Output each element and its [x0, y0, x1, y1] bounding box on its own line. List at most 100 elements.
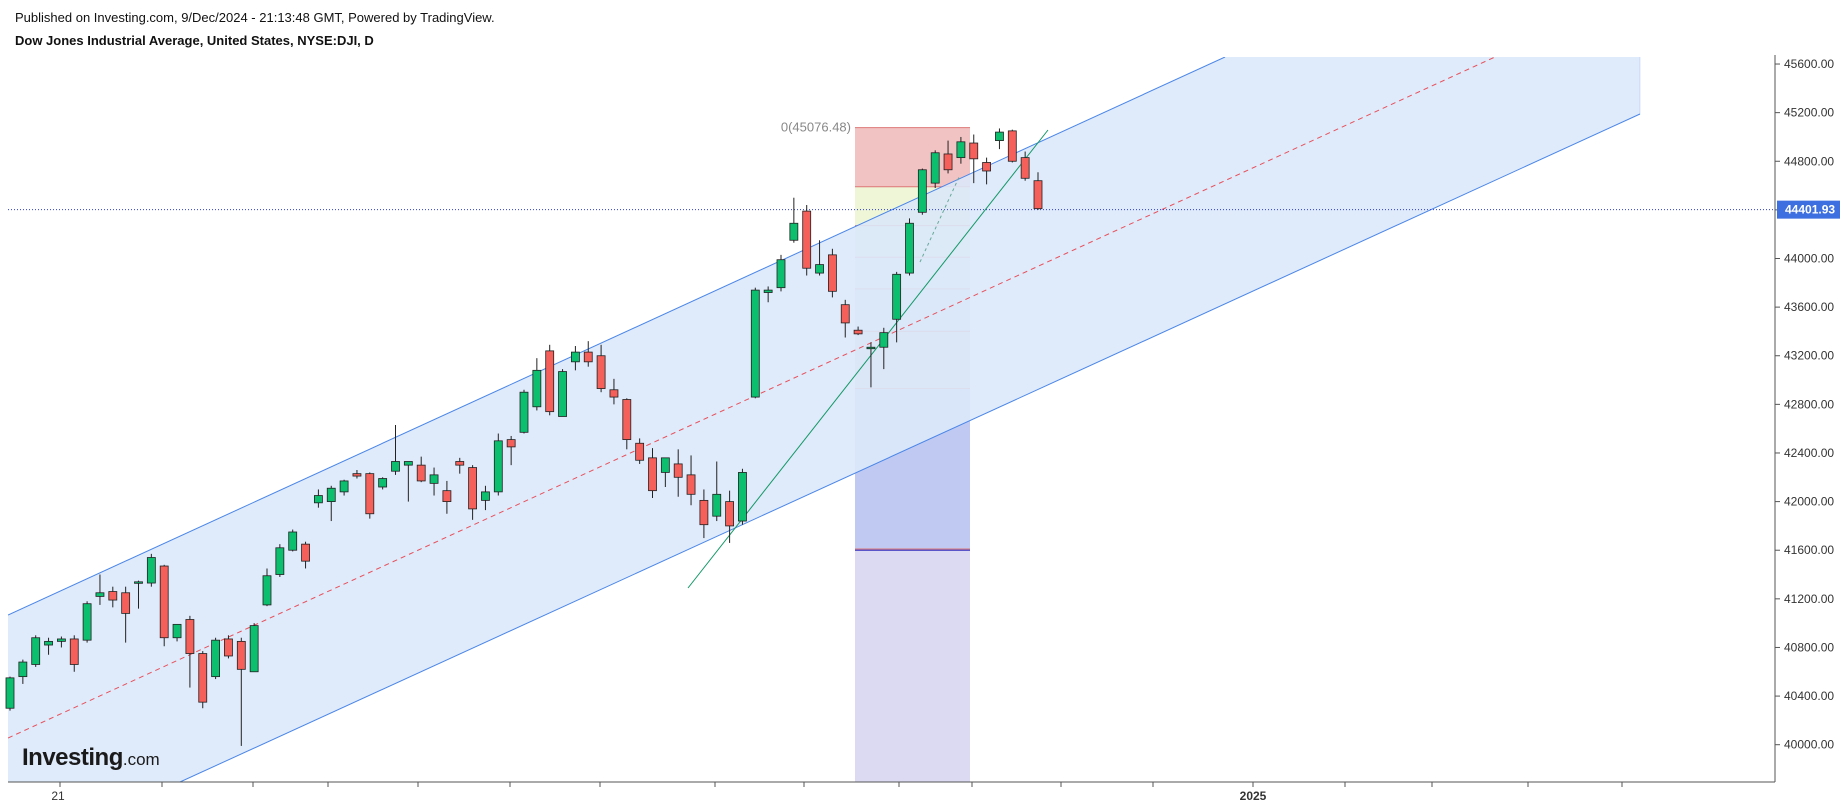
candle — [532, 358, 542, 411]
candle-body — [95, 592, 105, 597]
candle — [609, 378, 619, 405]
candle-body — [712, 493, 722, 517]
candle — [365, 472, 375, 519]
candle — [44, 637, 53, 655]
candle — [866, 342, 876, 388]
candle — [853, 326, 863, 336]
candle-body — [224, 638, 233, 657]
candle — [159, 564, 169, 647]
candle — [789, 197, 799, 243]
candle — [660, 457, 670, 488]
candle-body — [57, 638, 66, 642]
trend-line — [687, 129, 1049, 589]
candle-body — [969, 142, 979, 160]
candle — [481, 485, 490, 511]
candle-body — [493, 440, 503, 493]
candle-body — [802, 210, 812, 269]
candle-body — [519, 391, 529, 433]
channel-fill — [8, 57, 1640, 782]
candle — [905, 218, 914, 276]
candle — [686, 455, 696, 506]
candle — [313, 489, 323, 508]
fib-zone — [855, 549, 970, 782]
fib-level-label: 0(45076.48) — [781, 120, 851, 135]
channel-upper-line — [8, 57, 1226, 616]
candle-body — [365, 473, 375, 515]
candle — [712, 461, 722, 522]
x-tick-label: 2025 — [1240, 789, 1267, 803]
candle-body — [352, 473, 362, 477]
candle-body — [982, 162, 991, 172]
candle — [185, 615, 195, 688]
candle-body — [108, 591, 118, 601]
candle — [943, 140, 953, 174]
y-tick-label: 43200.00 — [1784, 349, 1834, 363]
candle — [738, 468, 747, 525]
candle-body — [1020, 157, 1030, 179]
candle — [596, 344, 606, 393]
candle-body — [558, 371, 567, 417]
candle-body — [416, 464, 426, 482]
candle-body — [686, 474, 696, 495]
y-tick-label: 40400.00 — [1784, 689, 1834, 703]
candle-body — [828, 254, 837, 292]
candle — [725, 490, 734, 543]
candle — [172, 623, 182, 642]
trend-line-segment — [687, 129, 1049, 589]
candle — [31, 635, 41, 667]
y-tick-label: 41200.00 — [1784, 592, 1834, 606]
candle — [391, 425, 400, 475]
candles — [5, 128, 1043, 746]
candle-body — [583, 351, 593, 363]
y-tick-label: 44000.00 — [1784, 252, 1834, 266]
candle-body — [313, 495, 323, 504]
investing-logo: Investing.com — [22, 744, 160, 772]
candle-body — [44, 640, 53, 646]
candle — [571, 346, 580, 371]
candle-body — [956, 141, 966, 159]
candle — [5, 676, 15, 711]
current-price-label: 44401.93 — [1785, 203, 1835, 217]
candle-body — [609, 389, 619, 398]
candle-body — [506, 439, 516, 448]
candle — [429, 467, 439, 496]
candle — [969, 134, 979, 184]
y-tick-label: 43600.00 — [1784, 300, 1834, 314]
candle — [442, 480, 452, 514]
candle — [635, 438, 645, 464]
candle-body — [5, 677, 15, 709]
candle-body — [532, 369, 542, 408]
y-tick-label: 45200.00 — [1784, 106, 1834, 120]
candle — [1007, 129, 1017, 163]
candle-body — [738, 472, 747, 522]
candle-body — [442, 490, 452, 502]
candle-body — [468, 467, 478, 510]
candle — [750, 287, 760, 399]
candle — [275, 544, 285, 577]
candle — [301, 541, 310, 569]
candle — [917, 168, 927, 215]
candle-body — [995, 131, 1004, 141]
candle — [982, 157, 991, 185]
candle-body — [146, 557, 156, 584]
candle — [57, 636, 66, 648]
candle — [1033, 172, 1043, 210]
candle — [892, 271, 902, 343]
candle-body — [262, 575, 272, 606]
candle — [673, 449, 683, 497]
candle — [468, 465, 478, 520]
candle-body — [339, 480, 349, 493]
candle-body — [866, 346, 876, 350]
candle — [262, 568, 272, 607]
candle — [198, 651, 208, 709]
candle — [930, 150, 940, 189]
candle — [583, 341, 593, 367]
regression-channel — [8, 57, 1641, 782]
chart-title: Dow Jones Industrial Average, United Sta… — [15, 33, 374, 48]
candle — [763, 286, 773, 303]
candle-body — [403, 461, 413, 466]
candle — [69, 635, 79, 672]
candle — [339, 479, 349, 496]
candle-body — [288, 531, 298, 551]
